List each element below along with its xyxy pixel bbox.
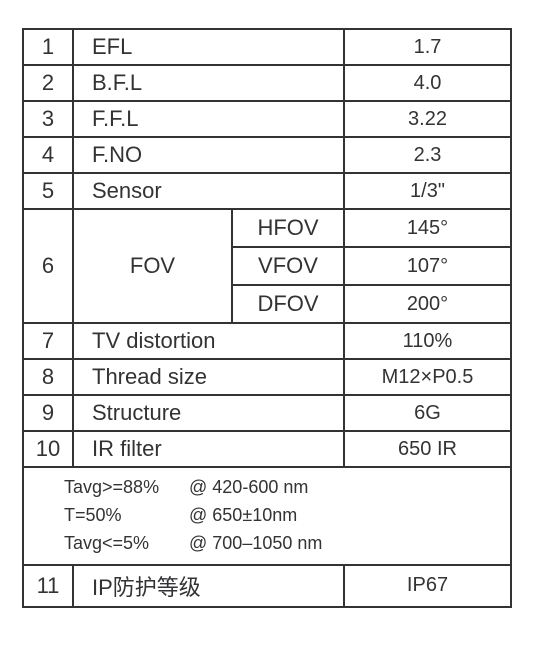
table-row: Tavg>=88% @ 420-600 nm T=50% @ 650±10nm … [23, 467, 511, 565]
subrow-label: HFOV [232, 209, 344, 247]
row-index: 6 [23, 209, 73, 323]
row-label: B.F.L [73, 65, 344, 101]
notes-text: @ 650±10nm [189, 505, 297, 525]
row-index: 5 [23, 173, 73, 209]
table-row: 6 FOV HFOV 145° [23, 209, 511, 247]
row-value: 650 IR [344, 431, 511, 467]
row-label: IR filter [73, 431, 344, 467]
row-value: 110% [344, 323, 511, 359]
table-row: 8 Thread size M12×P0.5 [23, 359, 511, 395]
row-index: 7 [23, 323, 73, 359]
page: 1 EFL 1.7 2 B.F.L 4.0 3 F.F.L 3.22 4 F.N… [0, 0, 534, 654]
spec-table: 1 EFL 1.7 2 B.F.L 4.0 3 F.F.L 3.22 4 F.N… [22, 28, 512, 608]
table-row: 11 IP防护等级 IP67 [23, 565, 511, 607]
row-label: TV distortion [73, 323, 344, 359]
notes-text: Tavg>=88% [64, 474, 184, 502]
row-label: IP防护等级 [73, 565, 344, 607]
notes-line: T=50% @ 650±10nm [64, 502, 510, 530]
row-index: 9 [23, 395, 73, 431]
notes-line: Tavg>=88% @ 420-600 nm [64, 474, 510, 502]
row-index: 11 [23, 565, 73, 607]
subrow-label: VFOV [232, 247, 344, 285]
notes-text: @ 700–1050 nm [189, 533, 322, 553]
subrow-value: 145° [344, 209, 511, 247]
row-label: F.F.L [73, 101, 344, 137]
row-value: 1.7 [344, 29, 511, 65]
notes-block: Tavg>=88% @ 420-600 nm T=50% @ 650±10nm … [23, 467, 511, 565]
row-value: 3.22 [344, 101, 511, 137]
table-row: 4 F.NO 2.3 [23, 137, 511, 173]
row-label: Structure [73, 395, 344, 431]
row-value: IP67 [344, 565, 511, 607]
table-row: 10 IR filter 650 IR [23, 431, 511, 467]
subrow-label: DFOV [232, 285, 344, 323]
row-index: 8 [23, 359, 73, 395]
notes-text: @ 420-600 nm [189, 477, 308, 497]
row-index: 1 [23, 29, 73, 65]
row-value: 4.0 [344, 65, 511, 101]
row-value: 1/3" [344, 173, 511, 209]
subrow-value: 200° [344, 285, 511, 323]
table-row: 9 Structure 6G [23, 395, 511, 431]
notes-line: Tavg<=5% @ 700–1050 nm [64, 530, 510, 558]
subrow-value: 107° [344, 247, 511, 285]
row-index: 4 [23, 137, 73, 173]
table-row: 3 F.F.L 3.22 [23, 101, 511, 137]
notes-text: Tavg<=5% [64, 530, 184, 558]
row-value: 2.3 [344, 137, 511, 173]
table-row: 7 TV distortion 110% [23, 323, 511, 359]
row-index: 2 [23, 65, 73, 101]
row-label: EFL [73, 29, 344, 65]
row-label: FOV [73, 209, 232, 323]
row-label: F.NO [73, 137, 344, 173]
row-value: 6G [344, 395, 511, 431]
notes-text: T=50% [64, 502, 184, 530]
table-row: 5 Sensor 1/3" [23, 173, 511, 209]
row-label: Thread size [73, 359, 344, 395]
row-value: M12×P0.5 [344, 359, 511, 395]
row-index: 10 [23, 431, 73, 467]
row-index: 3 [23, 101, 73, 137]
table-row: 2 B.F.L 4.0 [23, 65, 511, 101]
row-label: Sensor [73, 173, 344, 209]
table-row: 1 EFL 1.7 [23, 29, 511, 65]
